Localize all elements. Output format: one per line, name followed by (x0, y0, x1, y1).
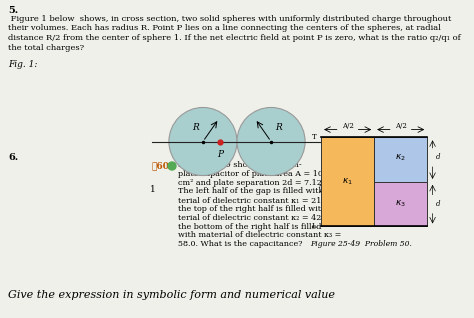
Text: d: d (436, 153, 440, 162)
Text: the bottom of the right half is filled: the bottom of the right half is filled (178, 223, 321, 231)
Text: R: R (275, 123, 283, 132)
Text: Fig. 1:: Fig. 1: (8, 60, 37, 69)
Text: terial of dielectric constant κ₂ = 42.0;: terial of dielectric constant κ₂ = 42.0; (178, 214, 332, 222)
Text: $\kappa_2$: $\kappa_2$ (395, 152, 406, 163)
Bar (374, 137, 427, 182)
Text: L: L (312, 222, 317, 231)
Text: the total charges?: the total charges? (8, 44, 84, 52)
Text: A/2: A/2 (395, 122, 407, 130)
Text: T: T (312, 133, 317, 142)
Bar (374, 182, 427, 226)
Circle shape (168, 162, 176, 170)
Text: Give the expression in symbolic form and numerical value: Give the expression in symbolic form and… (8, 290, 335, 300)
Text: $\kappa_1$: $\kappa_1$ (342, 176, 353, 187)
Text: plate capacitor of plate area A = 10.5: plate capacitor of plate area A = 10.5 (178, 170, 330, 178)
Text: $\kappa_3$: $\kappa_3$ (395, 199, 406, 210)
Text: their volumes. Each has radius R. Point P lies on a line connecting the centers : their volumes. Each has radius R. Point … (8, 24, 441, 32)
Text: The left half of the gap is filled with ma-: The left half of the gap is filled with … (178, 187, 341, 195)
Text: the top of the right half is filled with ma-: the top of the right half is filled with… (178, 205, 344, 213)
Text: A/2: A/2 (342, 122, 354, 130)
Text: 1: 1 (150, 185, 156, 194)
Text: d: d (436, 200, 440, 208)
Bar (321, 137, 374, 226)
Text: ≪60: ≪60 (152, 161, 170, 170)
Text: P: P (217, 150, 223, 159)
Text: cm² and plate separation 2d = 7.12 mm.: cm² and plate separation 2d = 7.12 mm. (178, 179, 342, 187)
Text: 2: 2 (318, 185, 324, 194)
Text: distance R/2 from the center of sphere 1. If the net electric field at point P i: distance R/2 from the center of sphere 1… (8, 34, 461, 42)
Text: 6.: 6. (8, 153, 18, 162)
Text: 5.: 5. (8, 6, 18, 15)
Text: 58.0. What is the capacitance?: 58.0. What is the capacitance? (178, 240, 302, 248)
Circle shape (237, 107, 305, 176)
Circle shape (169, 107, 237, 176)
Text: Figure 25-49 shows a parallel-: Figure 25-49 shows a parallel- (178, 161, 301, 169)
Text: with material of dielectric constant κ₃ =: with material of dielectric constant κ₃ … (178, 232, 341, 239)
Text: Figure 1 below  shows, in cross section, two solid spheres with uniformly distri: Figure 1 below shows, in cross section, … (8, 15, 451, 23)
Text: terial of dielectric constant κ₁ = 21.0;  2d: terial of dielectric constant κ₁ = 21.0;… (178, 196, 347, 204)
Text: R: R (191, 123, 199, 132)
Text: Figure 25-49  Problem 50.: Figure 25-49 Problem 50. (310, 240, 412, 248)
